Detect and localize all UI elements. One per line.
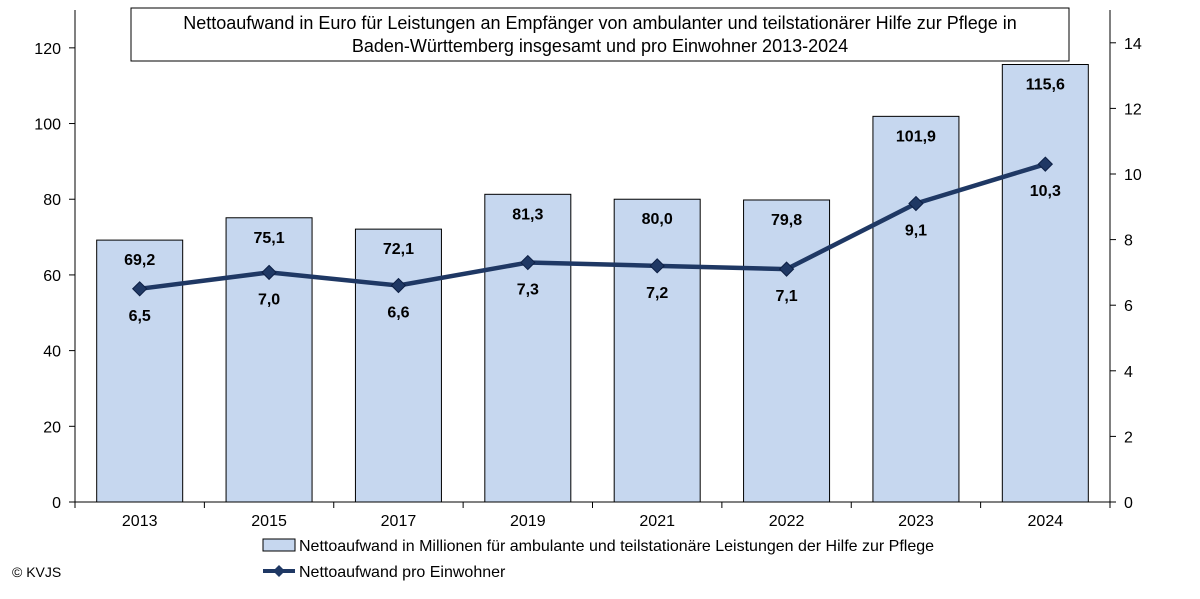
line-marker-2019 bbox=[520, 254, 536, 271]
chart-title-line-2: Baden-Württemberg insgesamt und pro Einw… bbox=[352, 36, 848, 56]
line-marker-2023 bbox=[908, 195, 924, 212]
y-right-tick-label: 8 bbox=[1124, 233, 1133, 250]
chart-title-box bbox=[130, 7, 1070, 62]
line-value-label: 9,1 bbox=[905, 223, 927, 240]
line-value-label: 6,6 bbox=[387, 305, 409, 322]
line-value-label: 7,0 bbox=[258, 291, 280, 308]
line-marker-2013 bbox=[131, 281, 148, 297]
line-marker-2024 bbox=[1037, 156, 1054, 172]
bar-value-label: 69,2 bbox=[124, 252, 155, 269]
copyright-note: © KVJS bbox=[12, 564, 61, 580]
legend-line-marker bbox=[273, 565, 285, 577]
line-value-label: 7,1 bbox=[775, 288, 797, 305]
bar-2015 bbox=[225, 217, 313, 503]
axes-layer: 0 20 40 60 80 100 120 0 2 4 6 8 10 12 14 2013 2015 2017 20… bbox=[34, 10, 1142, 530]
y-left-tick-label: 100 bbox=[34, 117, 61, 134]
line-value-label: 6,5 bbox=[129, 308, 151, 325]
y-left-tick-label: 0 bbox=[52, 495, 61, 512]
bar-value-label: 80,0 bbox=[642, 211, 673, 228]
legend-bar-swatch bbox=[262, 538, 296, 552]
y-left-tick-label: 20 bbox=[43, 419, 61, 436]
bar-value-label: 75,1 bbox=[253, 230, 284, 247]
line-value-label: 10,3 bbox=[1030, 183, 1061, 200]
bars-layer bbox=[96, 63, 1089, 503]
bar-2021 bbox=[613, 198, 701, 503]
y-right-tick-label: 2 bbox=[1124, 429, 1133, 446]
x-tick-label: 2024 bbox=[1028, 513, 1064, 530]
x-tick-label: 2015 bbox=[251, 513, 287, 530]
y-right-tick-label: 12 bbox=[1124, 101, 1142, 118]
line-layer bbox=[131, 156, 1054, 297]
y-left-tick-label: 40 bbox=[43, 344, 61, 361]
y-left-tick-label: 120 bbox=[34, 41, 61, 58]
y-right-tick-label: 6 bbox=[1124, 298, 1133, 315]
x-tick-label: 2017 bbox=[381, 513, 417, 530]
chart-title: Nettoaufwand in Euro für Leistungen an E… bbox=[130, 7, 1070, 62]
bar-2013 bbox=[96, 239, 184, 503]
y-right-tick-label: 14 bbox=[1124, 36, 1142, 53]
y-left-tick-label: 60 bbox=[43, 268, 61, 285]
y-right-tick-label: 0 bbox=[1124, 495, 1133, 512]
legend-bar-label: Nettoaufwand in Millionen für ambulante … bbox=[299, 538, 934, 555]
bar-2017 bbox=[354, 228, 442, 503]
y-right-tick-label: 4 bbox=[1124, 364, 1133, 381]
legend: Nettoaufwand in Millionen für ambulante … bbox=[262, 538, 934, 581]
x-tick-label: 2013 bbox=[122, 513, 158, 530]
bar-value-label: 72,1 bbox=[383, 241, 414, 258]
line-marker-2022 bbox=[778, 261, 795, 277]
labels-layer: 69,2 75,1 72,1 81,3 80,0 79,8 101,9 115,6 6,5 7,0… bbox=[124, 76, 1065, 324]
bar-2022 bbox=[743, 199, 831, 503]
y-left-tick-label: 80 bbox=[43, 192, 61, 209]
x-tick-label: 2021 bbox=[639, 513, 675, 530]
x-tick-label: 2023 bbox=[898, 513, 934, 530]
line-value-label: 7,3 bbox=[517, 282, 539, 299]
bar-value-label: 115,6 bbox=[1026, 76, 1065, 93]
line-marker-2021 bbox=[649, 258, 665, 274]
line-marker-2017 bbox=[390, 277, 407, 294]
chart-title-line-1: Nettoaufwand in Euro für Leistungen an E… bbox=[183, 13, 1017, 33]
bar-2019 bbox=[484, 193, 572, 503]
line-value-label: 7,2 bbox=[646, 285, 668, 302]
legend-line-label: Nettoaufwand pro Einwohner bbox=[299, 564, 506, 581]
line-series-per-capita bbox=[139, 162, 1046, 292]
bar-value-label: 101,9 bbox=[896, 128, 936, 145]
x-tick-label: 2022 bbox=[769, 513, 805, 530]
bar-value-label: 79,8 bbox=[771, 212, 802, 229]
bar-2024 bbox=[1001, 63, 1089, 503]
y-right-tick-label: 10 bbox=[1124, 167, 1142, 184]
bar-2023 bbox=[872, 115, 960, 503]
line-marker-2015 bbox=[261, 264, 277, 281]
x-tick-label: 2019 bbox=[510, 513, 546, 530]
bar-value-label: 81,3 bbox=[512, 206, 543, 223]
